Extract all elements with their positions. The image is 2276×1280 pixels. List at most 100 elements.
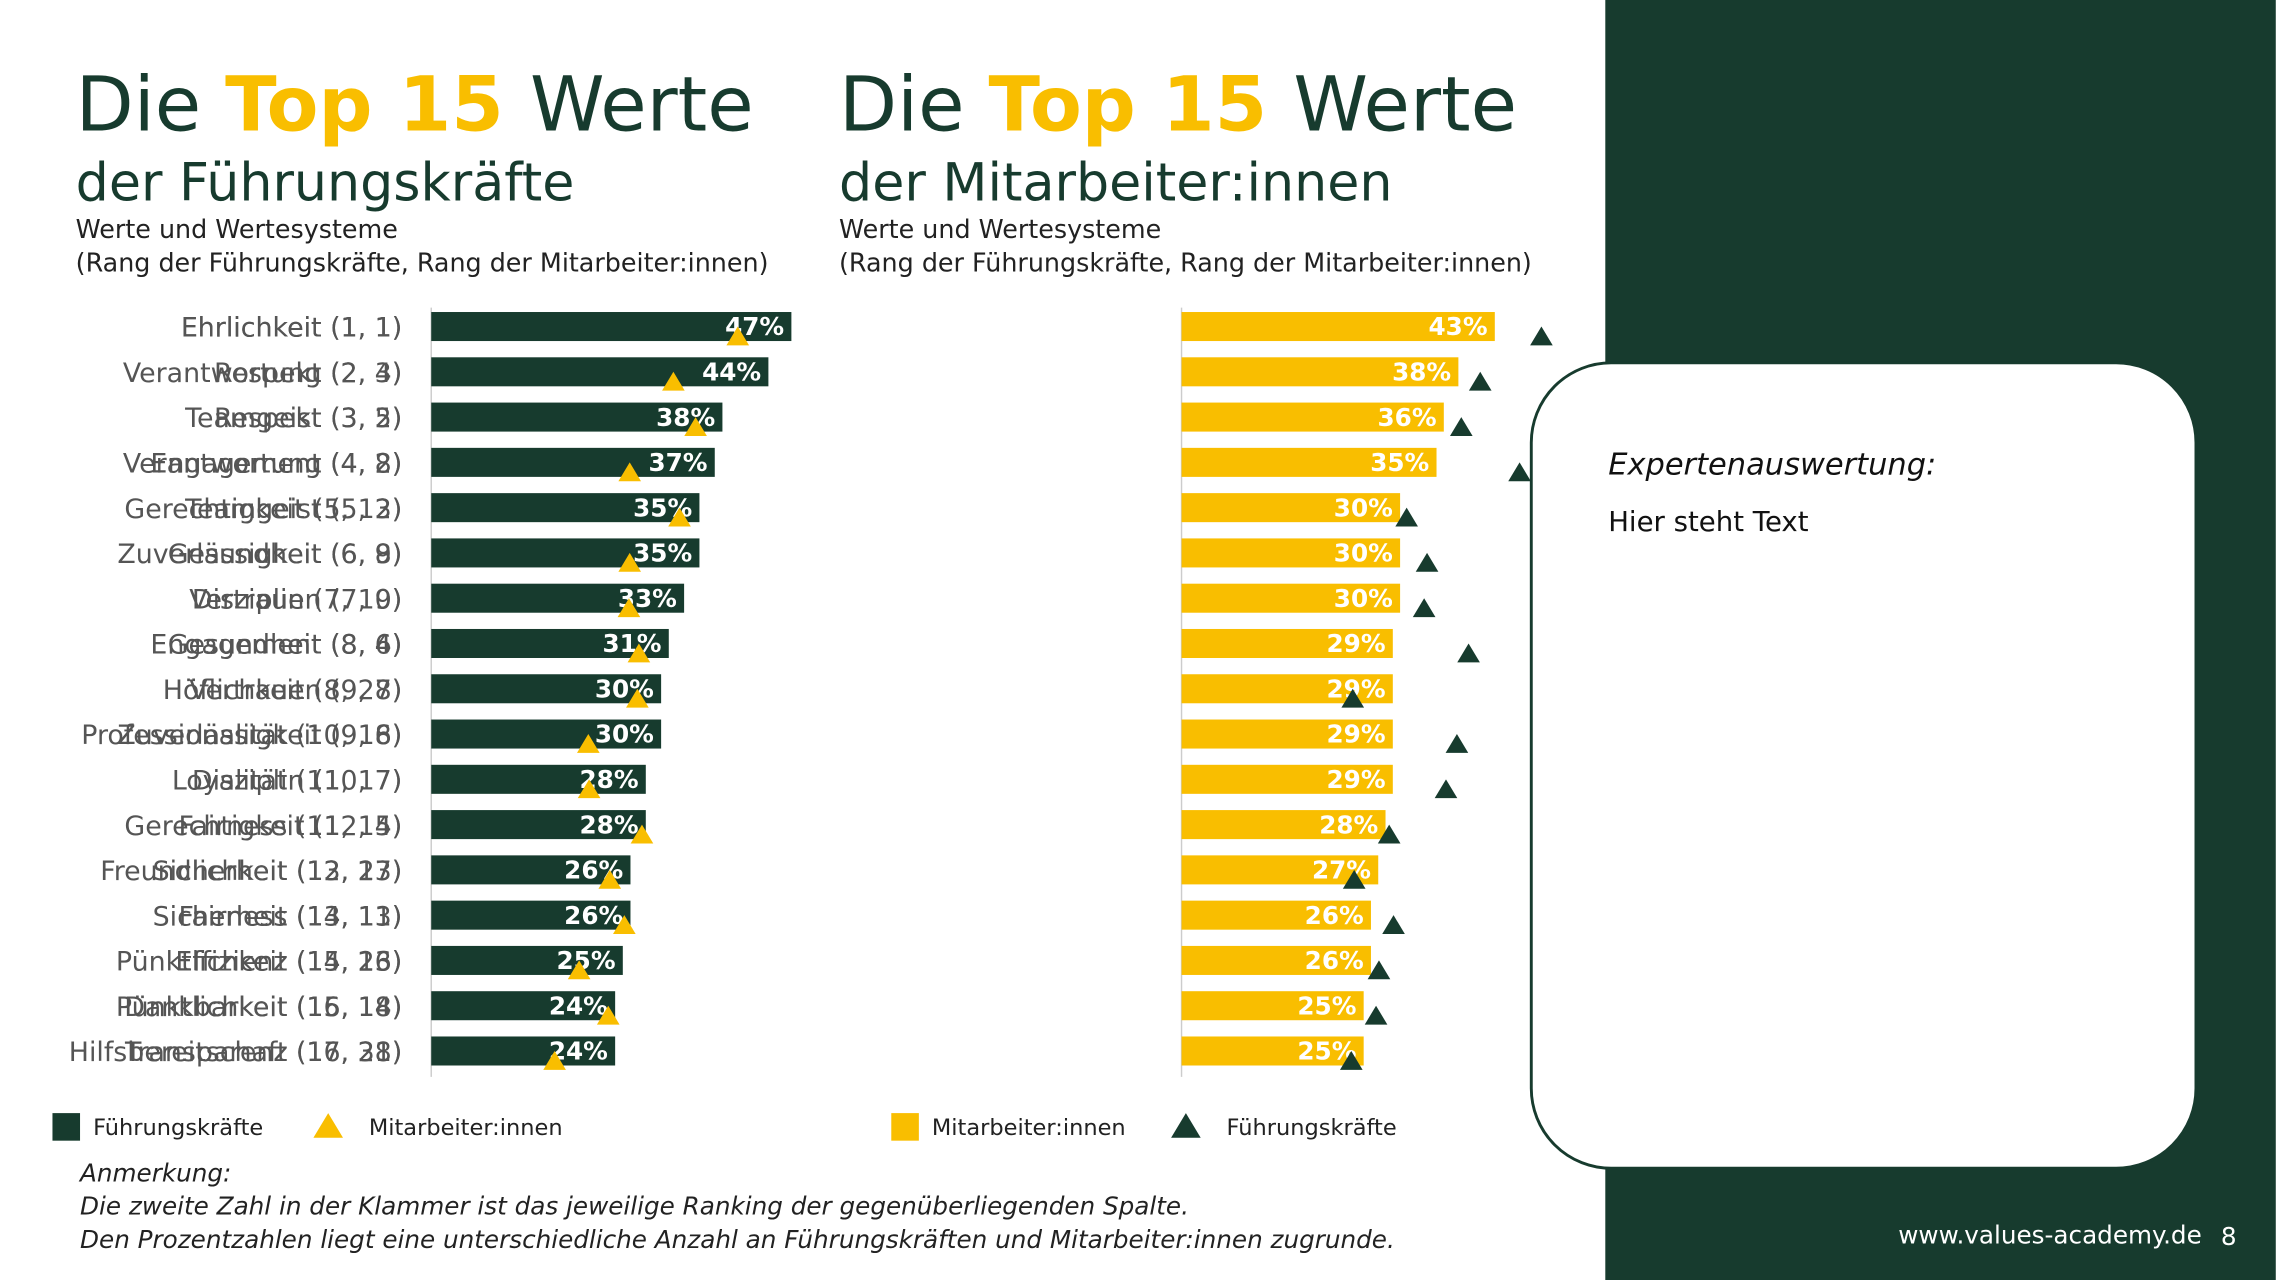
- value-label: 35%: [633, 539, 692, 568]
- note-heading: Anmerkung:: [78, 1158, 231, 1187]
- panel-text: Hier steht Text: [1608, 505, 1809, 538]
- triangle-marker: [598, 869, 622, 889]
- title-part: Werte: [530, 61, 754, 149]
- category-label: Sicherheit (13, 13): [153, 856, 403, 887]
- category-label: Vertrauen (7, 9): [189, 584, 402, 615]
- category-label: Verantwortung (4, 2): [123, 449, 402, 480]
- bar: [431, 900, 631, 930]
- category-label: Disziplin (10, 7): [192, 765, 402, 796]
- category-label: Hilfsbereitschaft (16, 28): [69, 1037, 402, 1068]
- value-label: 24%: [549, 991, 608, 1020]
- triangle-marker: [662, 371, 685, 391]
- page-number: 8: [2221, 1222, 2237, 1251]
- triangle-marker: [1367, 960, 1391, 980]
- title-part: Werte: [1293, 61, 1517, 149]
- triangle-marker: [618, 552, 642, 572]
- category-label: Engagement (4, 8): [150, 449, 402, 480]
- bar: [1181, 447, 1437, 477]
- bar: [431, 493, 700, 523]
- bar: [431, 312, 792, 342]
- category-label: Gesundheit (8, 6): [168, 630, 402, 661]
- triangle-marker: [1457, 643, 1480, 663]
- value-label: 30%: [1334, 539, 1393, 568]
- triangle-marker: [567, 960, 591, 980]
- triangle-marker: [1468, 371, 1492, 391]
- title-part: Top 15: [989, 61, 1294, 149]
- bar: [431, 447, 715, 477]
- category-label: Professionalität (10, 18): [81, 720, 402, 751]
- triangle-marker: [1341, 688, 1365, 708]
- triangle-marker: [1415, 552, 1439, 572]
- bar: [1181, 855, 1379, 885]
- bar: [1181, 402, 1444, 432]
- triangle-marker: [577, 734, 600, 753]
- bar: [1181, 945, 1371, 975]
- bar: [431, 991, 616, 1021]
- value-label: 30%: [595, 674, 654, 703]
- bar: [1181, 810, 1386, 840]
- category-label: Disziplin (7, 10): [192, 584, 402, 615]
- bar: [1181, 312, 1495, 342]
- triangle-marker: [1342, 869, 1366, 889]
- category-label: Ehrlichkeit (1, 1): [181, 313, 402, 344]
- chart-title: Die Top 15 Werte: [839, 61, 1517, 149]
- bar: [1181, 764, 1393, 794]
- category-label: Ehrlichkeit (1, 1): [181, 313, 402, 344]
- value-label: 25%: [1297, 991, 1356, 1020]
- category-label: Gerechtigkeit (12, 5): [124, 811, 402, 842]
- footer-url: www.values-academy.de: [1898, 1221, 2202, 1250]
- category-label: Höflichkeit (8, 28): [163, 675, 402, 706]
- value-label: 27%: [1312, 856, 1371, 885]
- triangle-marker: [1508, 462, 1531, 482]
- category-label: Loyalität (11, 17): [172, 765, 402, 796]
- bar: [1181, 357, 1459, 387]
- chart-subtitle: der Mitarbeiter:innen: [839, 153, 1392, 213]
- category-label: Teamgeist (5, 3): [184, 494, 402, 525]
- category-label: Vertrauen (9, 7): [189, 675, 402, 706]
- category-label: Sicherheit (13, 13): [153, 901, 403, 932]
- bar: [431, 402, 723, 432]
- legend-label: Führungskräfte: [93, 1115, 263, 1141]
- triangle-marker: [1434, 779, 1458, 799]
- triangle-marker: [618, 462, 642, 482]
- category-label: Dankbarkeit (15, 18): [124, 992, 402, 1023]
- chart-description: (Rang der Führungskräfte, Rang der Mitar…: [839, 247, 1532, 277]
- legend-swatch: [313, 1113, 344, 1138]
- chart-subtitle: der Führungskräfte: [76, 153, 575, 213]
- category-label: Engagement (8, 4): [150, 630, 402, 661]
- value-label: 36%: [1378, 403, 1437, 432]
- triangle-marker: [684, 417, 707, 436]
- legend-label: Führungskräfte: [1227, 1115, 1397, 1141]
- triangle-marker: [1377, 824, 1401, 844]
- chart-title: Die Top 15 Werte: [76, 61, 754, 149]
- bar: [1181, 538, 1401, 568]
- bar: [431, 674, 662, 704]
- value-label: 28%: [580, 810, 639, 839]
- legend-swatch: [52, 1113, 81, 1141]
- triangle-marker: [613, 915, 636, 935]
- category-label: Transparenz (17, 31): [124, 1037, 402, 1068]
- chart-description: (Rang der Führungskräfte, Rang der Mitar…: [76, 247, 769, 277]
- bar: [1181, 719, 1393, 749]
- triangle-marker: [626, 688, 649, 708]
- bar: [1181, 493, 1401, 523]
- value-label: 30%: [1334, 493, 1393, 522]
- legend-swatch: [1171, 1113, 1201, 1138]
- triangle-marker: [627, 643, 651, 663]
- bar: [1181, 900, 1371, 930]
- bar: [1181, 1036, 1364, 1066]
- chart-description: Werte und Wertesysteme: [839, 214, 1161, 244]
- triangle-marker: [1445, 734, 1469, 753]
- triangle-marker: [1339, 1050, 1363, 1070]
- triangle-marker: [1395, 507, 1418, 527]
- triangle-marker: [1364, 1005, 1388, 1025]
- triangle-marker: [1382, 915, 1405, 935]
- value-label: 26%: [564, 901, 623, 930]
- bar: [1181, 628, 1393, 658]
- category-label: Pünktlichkeit (16, 14): [116, 992, 402, 1023]
- value-label: 26%: [1305, 946, 1364, 975]
- category-label: Teamgeist (3, 5): [184, 403, 402, 434]
- value-label: 26%: [1305, 901, 1364, 930]
- bar: [431, 1036, 616, 1066]
